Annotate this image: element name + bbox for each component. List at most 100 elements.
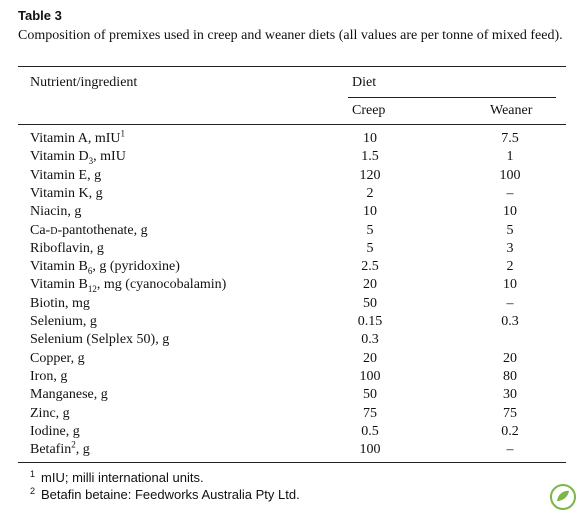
label-text: Biotin, mg [30, 295, 90, 311]
top-rule [18, 66, 566, 67]
label-text: Selenium, g [30, 314, 97, 329]
label-text: Vitamin B [30, 259, 88, 275]
table-caption: Composition of premixes used in creep an… [18, 28, 563, 43]
creep-value: 100 [359, 368, 381, 384]
superscript: 1 [120, 128, 126, 139]
creep-value: 0.15 [357, 314, 383, 329]
creep-value: 50 [363, 387, 377, 403]
label-text: Selenium (Selplex 50), g [30, 332, 170, 348]
creep-value: 2 [366, 185, 374, 201]
row-label: Vitamin E, g [30, 168, 101, 184]
footnote: 2 Betafin betaine: Feedworks Australia Pt… [30, 485, 300, 502]
weaner-value: 100 [499, 167, 521, 183]
row-label: Zinc, g [30, 406, 70, 422]
label-text: , g [75, 442, 90, 458]
weaner-value: – [506, 185, 514, 201]
subscript: 6 [87, 265, 93, 276]
weaner-value: 20 [503, 350, 517, 366]
row-label: Vitamin A, mIU1 [30, 128, 126, 147]
weaner-value: 7.5 [501, 131, 519, 146]
creep-value: 1.5 [361, 149, 379, 165]
weaner-value: 1 [506, 149, 514, 165]
small-caps: d [50, 222, 58, 238]
footnote-text: mIU; milli international units. [41, 470, 204, 485]
weaner-value: 0.3 [501, 314, 519, 329]
row-label: Vitamin D3, mIU [30, 149, 126, 165]
creep-value: 5 [366, 222, 374, 238]
label-text: Riboflavin, g [30, 240, 104, 256]
weaner-value: 0.2 [501, 423, 519, 439]
footnote-mark: 1 [30, 468, 36, 479]
row-label: Betafin2, g [30, 439, 90, 458]
weaner-value: 80 [503, 368, 517, 384]
label-text: Manganese, g [30, 387, 108, 403]
label-text: , g (pyridoxine) [92, 259, 180, 275]
weaner-value: 2 [506, 259, 514, 275]
label-text: Iodine, g [30, 423, 80, 439]
weaner-value: 3 [506, 240, 514, 256]
weaner-value: 75 [503, 405, 517, 421]
row-label: Selenium (Selplex 50), g [30, 332, 169, 348]
row-label: Biotin, mg [30, 296, 90, 312]
row-label: Ca-d-pantothenate, g [30, 223, 148, 239]
label-text: Niacin, g [30, 204, 82, 220]
group-header: Diet [352, 75, 377, 90]
table-label: Table 3 [18, 8, 62, 23]
creep-value: 0.5 [361, 423, 379, 439]
label-text: -pantothenate, g [57, 222, 148, 238]
label-text: Copper, g [30, 350, 85, 366]
weaner-value: 10 [503, 277, 517, 293]
column-header: Nutrient/ingredient [30, 75, 138, 90]
logo-icon [550, 484, 576, 510]
row-label: Vitamin K, g [30, 186, 103, 202]
row-label: Copper, g [30, 351, 85, 367]
label-text: Vitamin E, g [30, 167, 102, 183]
header-rule [18, 124, 566, 125]
weaner-value: 5 [506, 222, 514, 238]
footnote-text: Betafin betaine: Feedworks Australia Pty… [41, 487, 300, 502]
label-text: , mg (cyanocobalamin) [96, 277, 227, 293]
creep-value: 120 [359, 167, 381, 183]
creep-value: 50 [363, 295, 377, 311]
row-label: Selenium, g [30, 314, 97, 330]
weaner-value: – [506, 442, 514, 458]
subscript: 3 [88, 156, 94, 167]
weaner-value: – [506, 295, 514, 311]
creep-value: 10 [363, 204, 377, 220]
creep-value: 75 [363, 405, 377, 421]
label-text: Betafin [30, 442, 72, 458]
label-text: Iron, g [30, 368, 68, 384]
row-label: Riboflavin, g [30, 241, 104, 257]
weaner-value: 30 [503, 387, 517, 403]
subscript: 12 [87, 284, 97, 295]
label-text: Vitamin A, mIU [30, 131, 121, 146]
row-label: Iron, g [30, 369, 67, 385]
superscript: 2 [71, 439, 76, 450]
row-label: Iodine, g [30, 424, 80, 440]
row-label: Niacin, g [30, 204, 81, 220]
footnote-mark: 2 [30, 485, 36, 496]
weaner-value: 10 [503, 204, 517, 220]
creep-value: 100 [359, 442, 381, 458]
column-header: Creep [352, 103, 386, 118]
label-text: Zinc, g [30, 405, 70, 421]
creep-value: 20 [363, 350, 377, 366]
creep-value: 10 [363, 131, 377, 146]
creep-value: 0.3 [361, 332, 379, 348]
creep-value: 5 [366, 240, 374, 256]
label-text: Vitamin K, g [30, 185, 103, 201]
footnote: 1 mIU; milli international units. [30, 468, 204, 485]
label-text: , mIU [93, 149, 126, 165]
row-label: Manganese, g [30, 387, 108, 403]
column-header: Weaner [490, 103, 533, 118]
group-rule [348, 97, 556, 98]
creep-value: 20 [363, 277, 377, 293]
creep-value: 2.5 [361, 259, 379, 275]
bottom-rule [18, 462, 566, 463]
label-text: Ca- [30, 222, 51, 238]
row-label: Vitamin B12, mg (cyanocobalamin) [30, 277, 226, 293]
label-text: Vitamin B [30, 277, 88, 293]
row-label: Vitamin B6, g (pyridoxine) [30, 259, 180, 275]
label-text: Vitamin D [30, 149, 89, 165]
